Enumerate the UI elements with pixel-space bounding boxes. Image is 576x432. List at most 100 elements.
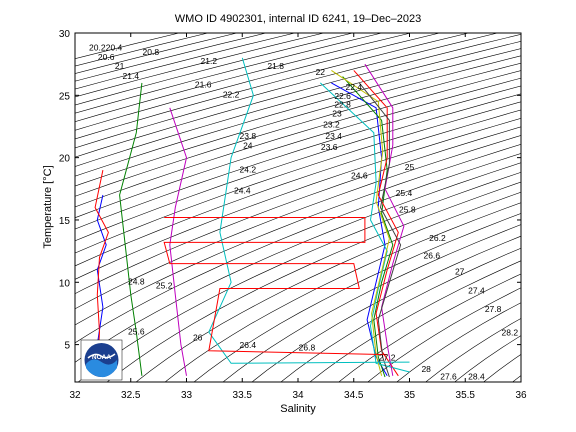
isopycnal-label: 23.4	[325, 131, 342, 141]
isopycnal-label: 20.4	[106, 42, 123, 52]
isopycnal-label: 22.6	[334, 91, 351, 101]
isopycnal-line	[251, 235, 521, 382]
profile-series	[94, 57, 410, 378]
isopycnal-line	[75, 33, 353, 106]
x-tick-label: 34	[292, 390, 304, 401]
profile-line	[319, 82, 410, 373]
isopycnal-label: 22.4	[346, 82, 363, 92]
isopycnal-line	[75, 101, 521, 254]
isopycnal-label: 22	[316, 67, 326, 77]
isopycnal-label: 20.2	[89, 42, 106, 52]
isopycnal-label: 28.2	[502, 328, 519, 338]
y-tick-label: 5	[64, 341, 70, 352]
isopycnal-line	[75, 33, 440, 131]
noaa-logo: NOAA	[80, 339, 123, 381]
isopycnal-label: 21.8	[267, 61, 284, 71]
profile-line	[342, 76, 394, 378]
y-tick-label: 10	[59, 278, 71, 289]
isopycnal-line	[75, 33, 324, 98]
isopycnal-label: 25.2	[156, 280, 173, 290]
isopycnal-line	[75, 55, 521, 187]
x-tick-label: 35	[404, 390, 416, 401]
x-tick-label: 34.5	[344, 390, 364, 401]
y-tick-label: 30	[59, 29, 71, 40]
profile-line	[169, 107, 188, 376]
x-tick-label: 36	[515, 390, 527, 401]
isopycnal-label: 20.6	[98, 52, 115, 62]
isopycnal-line	[483, 353, 521, 382]
isopycnal-label: 25.6	[128, 326, 145, 336]
isopycnal-line	[75, 109, 521, 267]
isopycnal-label: 20.8	[143, 47, 160, 57]
isopycnal-label: 21.4	[123, 71, 140, 81]
isopycnal-lines	[75, 33, 576, 382]
isopycnal-label: 27.4	[468, 285, 485, 295]
isopycnal-label: 25.4	[396, 188, 413, 198]
profile-line	[364, 63, 405, 376]
isopycnal-line	[75, 85, 521, 230]
isopycnal-line	[396, 302, 521, 382]
profile-line	[94, 169, 109, 370]
profile-line	[353, 70, 399, 377]
isopycnal-line	[338, 273, 521, 382]
isopycnal-line	[75, 41, 521, 167]
x-tick-label: 32	[69, 390, 81, 401]
isopycnal-label: 21	[115, 61, 125, 71]
isopycnal-line	[75, 33, 382, 114]
isopycnal-line	[75, 77, 521, 219]
isopycnal-line	[75, 33, 498, 149]
profile-line	[119, 82, 143, 376]
x-tick-label: 33.5	[233, 390, 253, 401]
isopycnal-line	[75, 126, 521, 295]
y-tick-label: 25	[59, 91, 71, 102]
isopycnal-line	[164, 202, 521, 382]
x-tick-label: 32.5	[121, 390, 141, 401]
x-axis-ticks: 32 32.5 33 33.5 34 34.5 35 35.5 36	[69, 33, 527, 401]
isopycnal-line	[512, 375, 521, 382]
isopycnal-line	[75, 135, 521, 310]
y-tick-label: 20	[59, 154, 71, 165]
isopycnal-line	[75, 93, 521, 242]
profile-line	[163, 217, 388, 356]
profile-line	[358, 82, 402, 378]
isopycnal-line	[75, 144, 521, 326]
profile-line	[331, 69, 390, 376]
isopycnal-label: 28.4	[468, 371, 485, 381]
isopycnal-line	[75, 33, 469, 140]
chart-title: WMO ID 4902301, internal ID 6241, 19–Dec…	[175, 13, 421, 25]
isopycnal-label: 26.8	[299, 343, 316, 353]
isopycnal-line	[75, 117, 521, 280]
isopycnal-line	[75, 34, 521, 158]
isopycnal-line	[222, 224, 521, 382]
isopycnal-line	[75, 70, 521, 208]
isopycnal-line	[75, 153, 521, 344]
y-tick-label: 15	[59, 216, 71, 227]
isopycnal-labels: 20.2 20.420.6 20.8 21 21.2 21.4 21.6 21.8 22 22.2…	[89, 42, 518, 381]
isopycnal-label: 22.2	[223, 90, 240, 100]
isopycnal-label: 21.6	[195, 80, 212, 90]
isopycnal-label: 21.2	[201, 56, 218, 66]
isopycnal-label: 27.8	[485, 304, 502, 314]
isopycnal-line	[425, 318, 521, 382]
isopycnal-label: 23.2	[323, 119, 340, 129]
isopycnal-label: 26.4	[240, 340, 257, 350]
isopycnal-label: 27	[455, 267, 465, 277]
isopycnal-line	[367, 287, 521, 382]
isopycnal-line	[309, 260, 521, 382]
isopycnal-line	[75, 33, 411, 122]
y-axis-ticks: 5 10 15 20 25 30	[59, 29, 521, 352]
isopycnal-label: 25	[405, 162, 415, 172]
x-tick-label: 33	[181, 390, 193, 401]
isopycnal-line	[75, 48, 521, 177]
isopycnal-label: 26.2	[429, 233, 446, 243]
isopycnal-line	[135, 191, 521, 382]
isopycnal-label: 24.8	[128, 277, 145, 287]
isopycnal-label: 23	[332, 108, 342, 118]
isopycnal-label: 24	[243, 141, 253, 151]
isopycnal-label: 24.2	[240, 164, 257, 174]
isopycnal-label: 22.8	[334, 100, 351, 110]
isopycnal-label: 24.6	[351, 171, 368, 181]
x-axis-label: Salinity	[280, 403, 316, 415]
isopycnal-line	[542, 33, 576, 382]
profile-line	[208, 57, 410, 364]
